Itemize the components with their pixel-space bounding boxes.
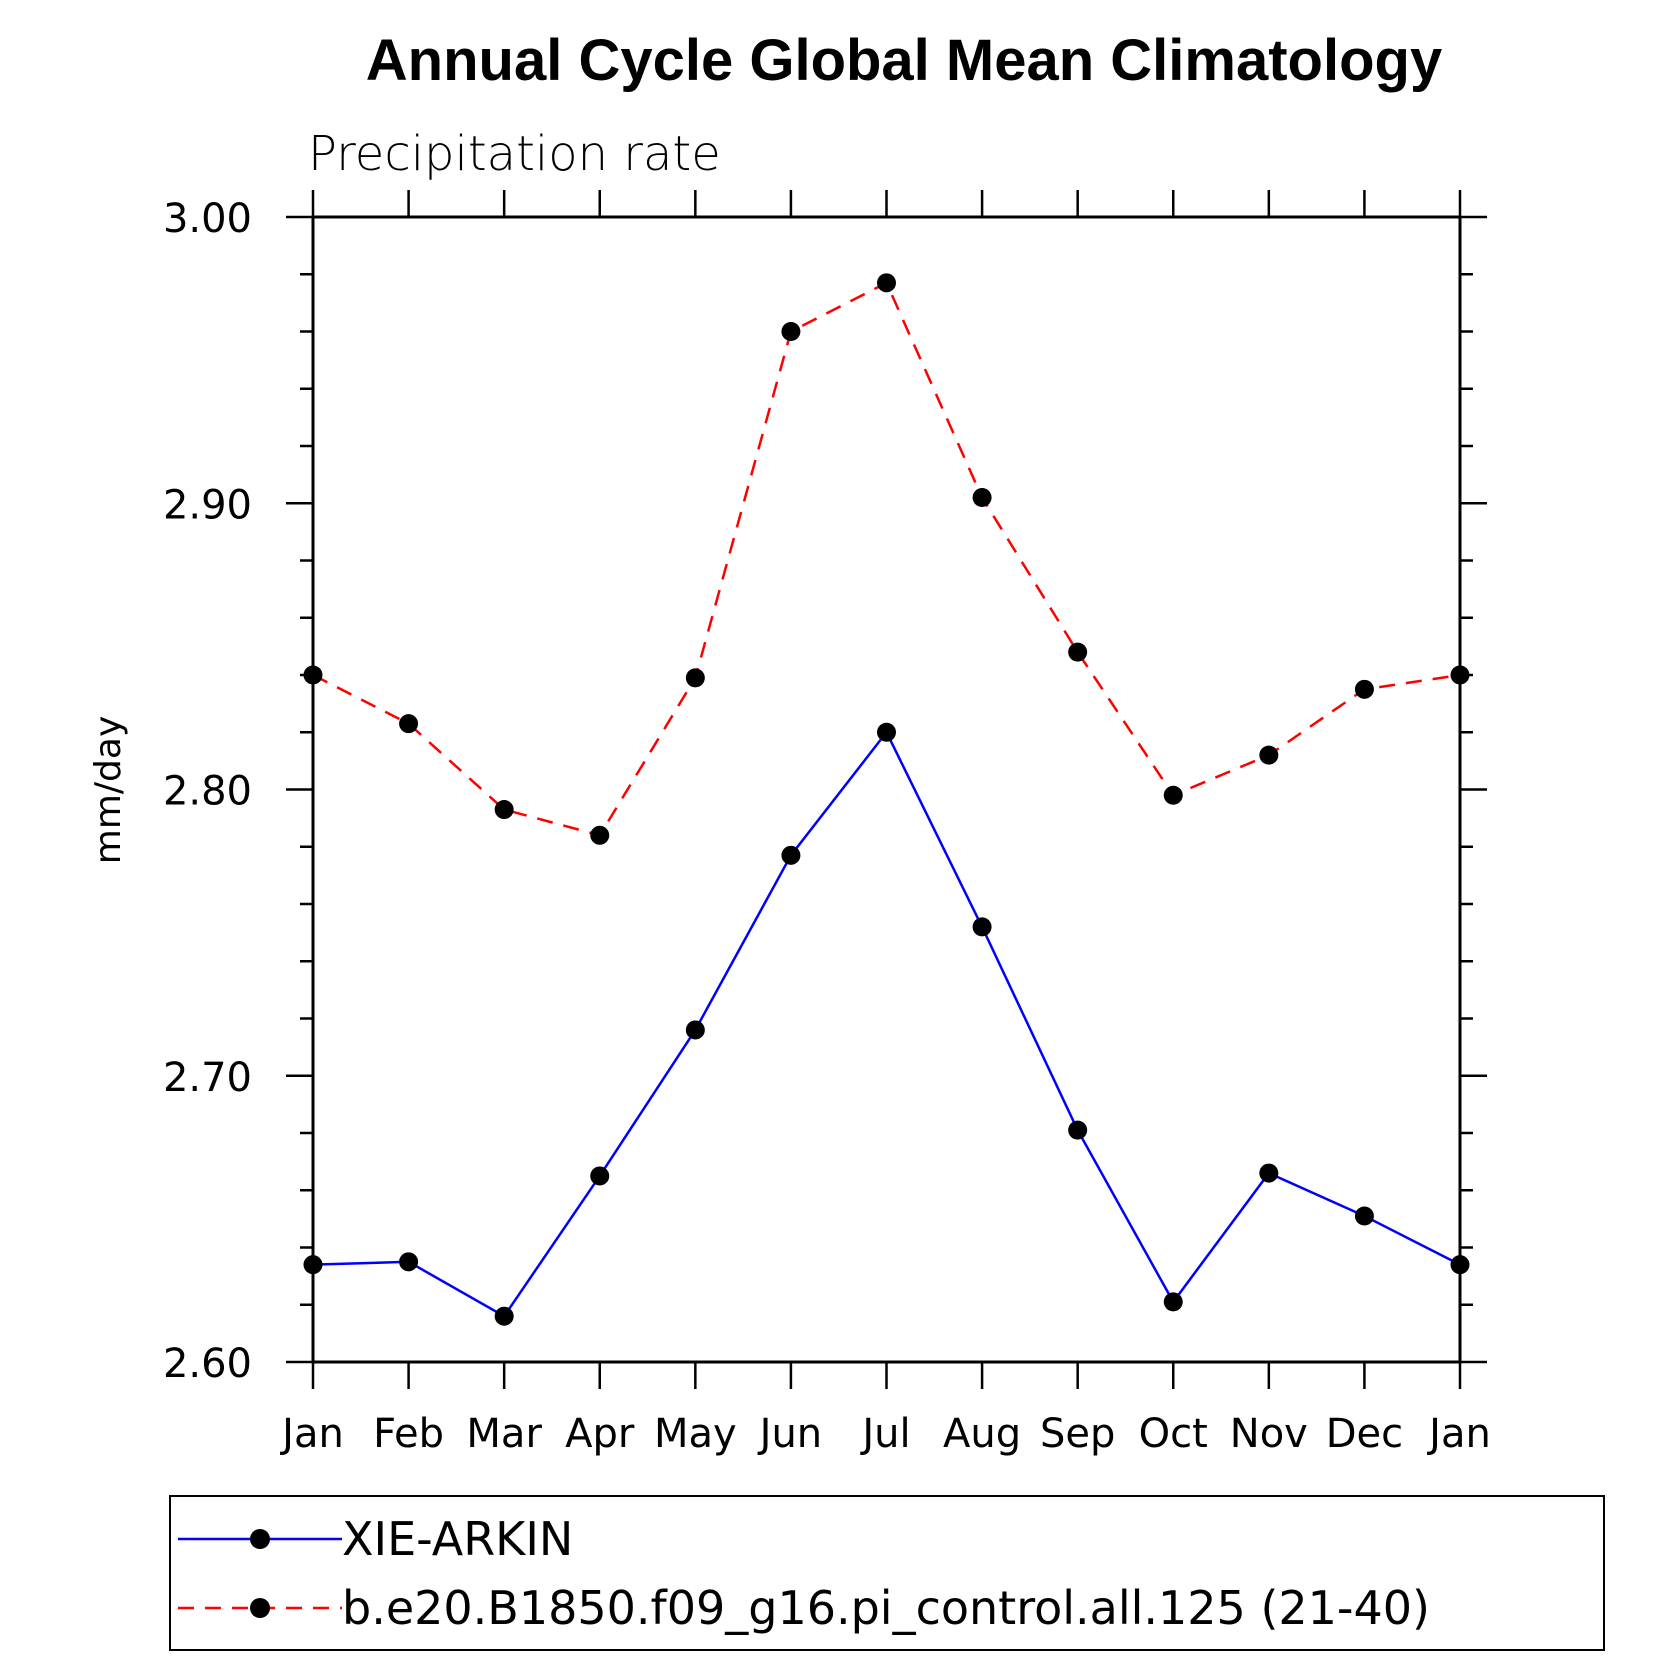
- series-layer: [303, 273, 1470, 1326]
- data-point-0-7: [972, 917, 992, 937]
- x-tick-labels: Jan Feb Mar Apr May Jun Jul Aug Sep Oct Nov Dec Jan: [279, 1411, 1491, 1457]
- data-point-1-4: [685, 668, 705, 688]
- data-point-1-7: [972, 488, 992, 508]
- data-point-1-11: [1354, 679, 1374, 699]
- data-point-0-9: [1163, 1292, 1183, 1312]
- data-point-1-9: [1163, 785, 1183, 805]
- y-tick-label: 2.60: [163, 1341, 252, 1387]
- x-tick-label: Apr: [565, 1411, 635, 1457]
- y-tick-label: 2.80: [163, 769, 252, 815]
- data-point-0-3: [590, 1166, 610, 1186]
- data-point-0-2: [494, 1306, 514, 1326]
- x-tick-label: Jul: [859, 1411, 910, 1457]
- data-point-1-10: [1259, 745, 1279, 765]
- data-point-1-2: [494, 800, 514, 820]
- x-tick-label: Jun: [757, 1411, 823, 1457]
- y-tick-label: 2.90: [163, 482, 252, 528]
- x-tick-label: Oct: [1139, 1411, 1208, 1457]
- x-tick-label: Mar: [466, 1411, 542, 1457]
- data-point-1-1: [399, 714, 419, 734]
- data-point-1-8: [1068, 642, 1088, 662]
- data-point-0-8: [1068, 1120, 1088, 1140]
- plot-frame: [311, 215, 1462, 1364]
- x-tick-label: Jan: [1426, 1411, 1491, 1457]
- data-point-1-3: [590, 825, 610, 845]
- chart-title: Annual Cycle Global Mean Climatology: [366, 28, 1442, 93]
- data-point-0-1: [399, 1252, 419, 1272]
- data-point-0-12: [1450, 1255, 1470, 1275]
- data-point-0-11: [1354, 1206, 1374, 1226]
- data-point-0-0: [303, 1255, 323, 1275]
- legend-label-0: XIE-ARKIN: [342, 1512, 573, 1566]
- data-point-0-6: [877, 722, 896, 742]
- x-tick-label: Aug: [943, 1411, 1021, 1457]
- x-tick-label: May: [654, 1411, 737, 1457]
- legend-marker-1: [250, 1598, 270, 1618]
- data-point-1-5: [781, 322, 801, 341]
- legend-marker-0: [250, 1529, 270, 1549]
- series-line-1: [312, 281, 1461, 837]
- data-point-0-5: [781, 845, 801, 865]
- chart-subtitle: Precipitation rate: [308, 126, 721, 182]
- x-tick-label: Sep: [1040, 1411, 1115, 1457]
- legend-box: [169, 1495, 1605, 1651]
- data-point-0-10: [1259, 1163, 1279, 1183]
- x-tick-label: Feb: [373, 1411, 444, 1457]
- data-point-1-6: [877, 273, 896, 293]
- axis-ticks: [286, 190, 1487, 1389]
- x-tick-label: Jan: [279, 1411, 344, 1457]
- legend-item-0: XIE-ARKIN: [178, 1512, 573, 1566]
- y-tick-labels: 2.60 2.70 2.80 2.90 3.00: [163, 196, 252, 1387]
- y-tick-label: 2.70: [163, 1055, 252, 1101]
- series-line-0: [312, 729, 1461, 1318]
- y-axis-label: mm/day: [88, 716, 129, 864]
- data-point-0-4: [685, 1020, 705, 1040]
- legend-item-1: b.e20.B1850.f09_g16.pi_control.all.125 (…: [178, 1581, 1430, 1635]
- data-point-1-0: [303, 665, 323, 685]
- legend-label-1: b.e20.B1850.f09_g16.pi_control.all.125 (…: [342, 1581, 1430, 1635]
- x-tick-label: Dec: [1326, 1411, 1403, 1457]
- data-point-1-12: [1450, 665, 1470, 685]
- y-tick-label: 3.00: [163, 196, 252, 242]
- x-tick-label: Nov: [1230, 1411, 1308, 1457]
